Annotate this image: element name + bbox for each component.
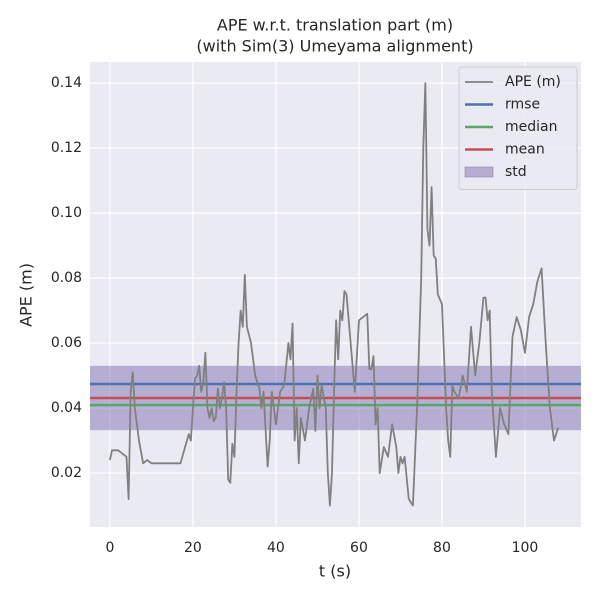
y-tick-label: 0.04 [51,400,82,416]
y-tick-label: 0.14 [51,75,82,91]
legend-box [458,66,578,190]
x-tick-label: 100 [512,540,539,556]
legend-label: median [505,119,557,135]
legend-label: std [505,164,527,180]
x-tick-label: 40 [267,540,285,556]
y-tick-label: 0.06 [51,335,82,351]
ape-line [109,82,560,507]
x-tick-label: 0 [105,540,114,556]
x-tick-label: 60 [350,540,368,556]
chart-subtitle: (with Sim(3) Umeyama alignment) [196,37,473,56]
legend-swatch [464,166,494,178]
y-tick-label: 0.08 [51,270,82,286]
x-tick-label: 20 [184,540,202,556]
y-tick-label: 0.02 [51,465,82,481]
x-axis-label: t (s) [319,562,351,581]
chart-title: APE w.r.t. translation part (m) [217,16,453,35]
y-axis-label: APE (m) [17,263,36,327]
y-tick-label: 0.10 [51,205,82,221]
legend-label: rmse [505,97,540,113]
y-tick-label: 0.12 [51,140,82,156]
legend-label: APE (m) [505,74,561,90]
legend-label: mean [505,142,545,158]
x-tick-label: 80 [433,540,451,556]
